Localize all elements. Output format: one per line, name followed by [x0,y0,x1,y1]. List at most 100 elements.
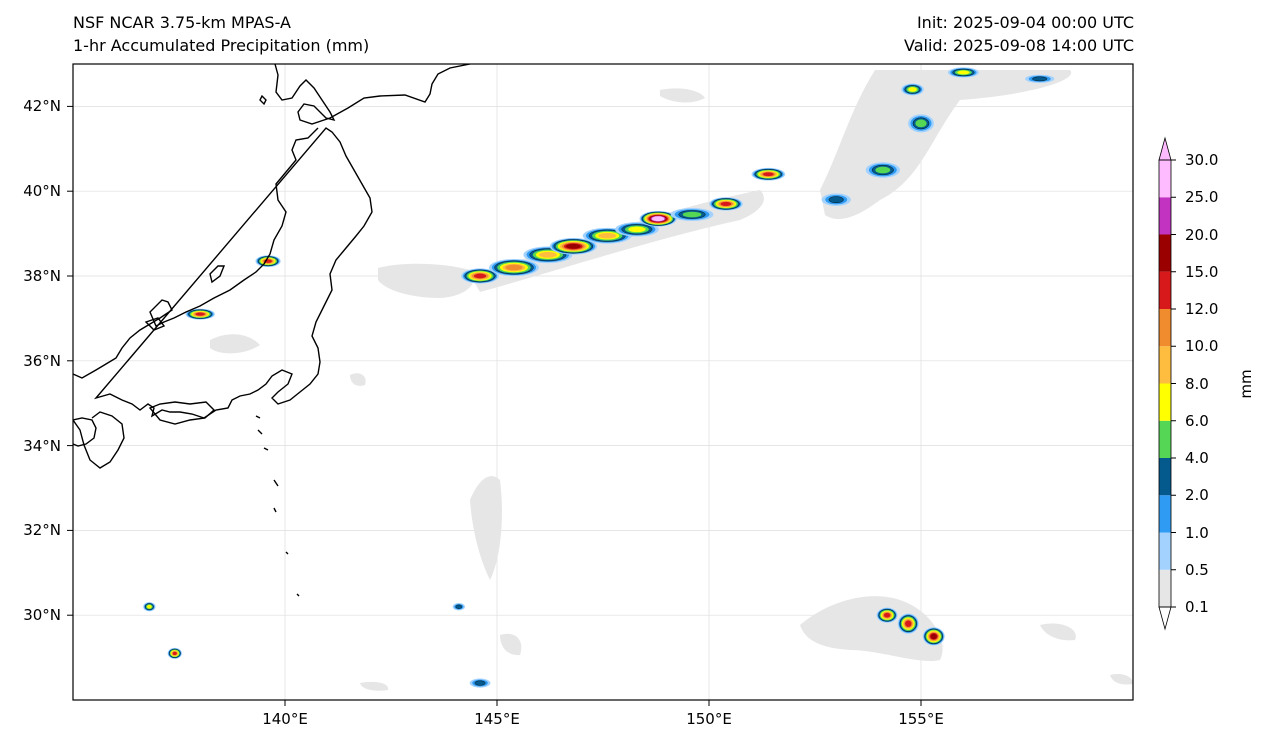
izu-islands [255,415,300,597]
shikoku-coast [148,401,216,425]
lon-tick-label: 145°E [474,710,520,728]
precip-cell [461,268,500,284]
precip-contour [875,166,891,174]
lat-tick-label: 38°N [23,267,61,285]
precip-contour [930,633,937,640]
precip-contour [598,232,617,239]
model-title: NSF NCAR 3.75-km MPAS-A [73,13,291,32]
precip-contour [957,70,970,75]
lat-tick-label: 36°N [23,351,61,370]
oki-island [144,317,166,331]
precip-cell [865,162,901,178]
precip-contour [474,680,486,686]
precip-contour [762,172,774,177]
colorbar-label: 30.0 [1185,151,1219,169]
colorbar-segment [1159,271,1171,309]
colorbar-label: 20.0 [1185,225,1219,244]
precip-cell [143,602,156,612]
gridlines [73,64,1133,700]
colorbar-label: 2.0 [1185,486,1209,505]
colorbar-extend-max [1158,136,1172,161]
colorbar-label: 15.0 [1185,262,1219,281]
colorbar-segment [1159,160,1171,198]
precip-contour [828,196,844,204]
colorbar-label: 4.0 [1185,449,1209,467]
precip-cell [922,627,945,646]
precip-cell [876,607,898,623]
precip-contour [195,312,205,316]
honshu-coast [73,127,373,447]
precip-contour [505,264,523,271]
precip-cell [615,222,659,237]
sado-island [209,265,226,284]
precip-contour [883,612,891,618]
precip-cell [821,193,851,206]
colorbar-label: 25.0 [1185,188,1219,207]
colorbar-segment [1159,197,1171,235]
precip-contour [146,604,152,609]
init-time: Init: 2025-09-04 00:00 UTC [916,13,1134,32]
lon-tick-label: 140°E [262,710,308,728]
colorbar-label: 10.0 [1185,337,1219,356]
colorbar-segment [1159,309,1171,347]
colorbar-label: 1.0 [1185,523,1209,542]
lat-tick-label: 34°N [23,436,61,455]
precip-cell [452,603,465,611]
coastlines [73,64,471,597]
precip-cell [1025,74,1055,83]
valid-time: Valid: 2025-09-08 14:00 UTC [903,36,1134,55]
map-background [73,64,1133,700]
precip-cell [947,67,979,78]
colorbar-label: 0.5 [1185,560,1209,579]
precip-contour [455,604,463,609]
hokkaido-coast [274,64,471,125]
colorbar-label: 12.0 [1185,300,1219,318]
precip-cell [709,197,743,211]
axis-ticks [67,105,922,706]
precip-layer [143,67,1133,691]
precip-cell [639,210,677,227]
kyushu-coast [73,411,125,469]
colorbar-segment [1159,383,1171,421]
precip-contour [915,119,927,128]
precip-cell [897,613,919,634]
map-frame [72,63,1134,701]
field-title: 1-hr Accumulated Precipitation (mm) [73,36,370,55]
precip-contour [628,226,646,233]
lon-tick-label: 150°E [686,710,732,728]
colorbar-label: 8.0 [1185,374,1209,393]
precip-contour [682,211,702,218]
precip-cell [167,647,182,659]
precip-cell [901,83,924,96]
colorbar-segment [1159,420,1171,458]
colorbar-unit: mm [1237,369,1255,399]
colorbar [1158,136,1176,631]
precip-cell [469,678,491,688]
precip-contour [1032,76,1048,82]
rishiri-island [259,94,267,106]
precip-contour [538,251,557,258]
lat-tick-label: 32°N [23,521,61,540]
colorbar-segment [1159,532,1171,570]
precip-cell [185,308,215,320]
lat-tick-label: 40°N [23,182,61,201]
precip-cell [582,227,632,244]
precip-cell [908,114,934,133]
colorbar-label: 0.1 [1185,598,1209,616]
colorbar-segment [1159,234,1171,272]
precip-contour [565,243,581,249]
precip-cell [549,238,597,255]
precip-cell [670,208,714,222]
precip-cell [255,255,281,268]
lat-tick-label: 42°N [23,97,61,116]
colorbar-segment [1159,495,1171,533]
colorbar-segment [1159,569,1171,607]
lat-tick-label: 30°N [23,606,61,625]
colorbar-segment [1159,346,1171,384]
precip-contour [473,273,487,279]
precip-contour [908,87,917,92]
colorbar-extend-min [1158,606,1172,631]
precip-contour [720,201,732,206]
precip-cell [751,167,786,181]
